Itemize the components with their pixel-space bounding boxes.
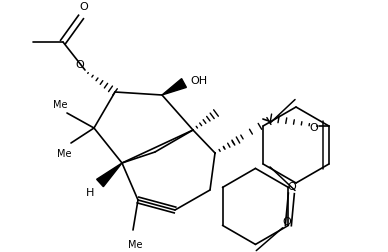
Text: O: O — [76, 60, 84, 70]
Polygon shape — [97, 163, 122, 187]
Polygon shape — [162, 79, 186, 95]
Text: O: O — [282, 217, 291, 227]
Text: Me: Me — [128, 240, 142, 250]
Text: O: O — [310, 123, 318, 133]
Text: Me: Me — [53, 100, 67, 110]
Text: O: O — [80, 2, 88, 12]
Text: H: H — [86, 188, 94, 198]
Text: Me: Me — [57, 149, 71, 159]
Text: OH: OH — [191, 76, 208, 86]
Text: O: O — [287, 182, 296, 193]
